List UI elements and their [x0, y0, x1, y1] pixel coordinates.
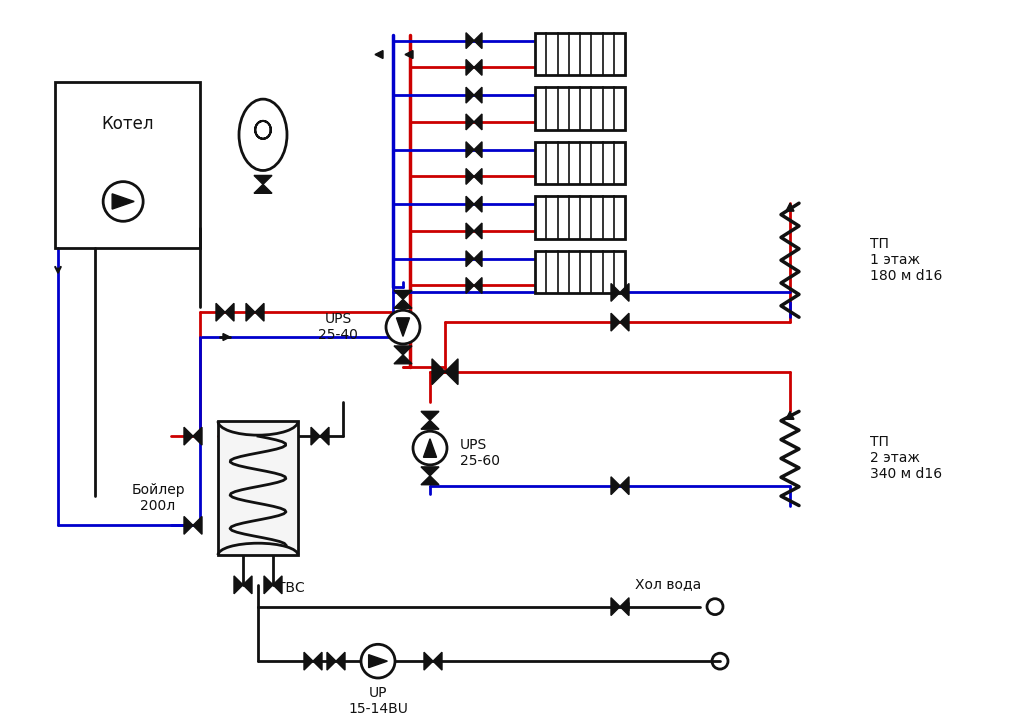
Circle shape	[361, 644, 395, 678]
Polygon shape	[620, 313, 629, 331]
Polygon shape	[264, 576, 273, 594]
Polygon shape	[406, 51, 413, 59]
Text: UPS
25-40: UPS 25-40	[318, 312, 358, 342]
Polygon shape	[466, 251, 474, 267]
Polygon shape	[611, 313, 620, 331]
Polygon shape	[474, 223, 482, 239]
Polygon shape	[466, 114, 474, 130]
Polygon shape	[474, 196, 482, 212]
Polygon shape	[216, 304, 225, 321]
Polygon shape	[421, 420, 439, 429]
Bar	[535, 196, 625, 239]
Polygon shape	[243, 576, 252, 594]
Polygon shape	[327, 652, 336, 670]
Bar	[535, 251, 625, 294]
Polygon shape	[474, 168, 482, 184]
Polygon shape	[311, 427, 319, 445]
Polygon shape	[396, 318, 410, 336]
Polygon shape	[620, 476, 629, 495]
Text: ГВС: ГВС	[278, 581, 306, 595]
Polygon shape	[433, 652, 442, 670]
Polygon shape	[394, 355, 412, 364]
Circle shape	[413, 431, 447, 465]
Text: UP
15-14BU: UP 15-14BU	[348, 686, 408, 716]
Polygon shape	[304, 652, 313, 670]
Polygon shape	[421, 476, 439, 484]
Polygon shape	[424, 439, 436, 458]
Polygon shape	[375, 51, 383, 59]
Polygon shape	[246, 304, 255, 321]
Polygon shape	[474, 114, 482, 130]
Polygon shape	[466, 278, 474, 294]
Bar	[55, 82, 200, 248]
Polygon shape	[254, 184, 272, 193]
Polygon shape	[474, 33, 482, 48]
Text: Котел: Котел	[101, 115, 154, 133]
Polygon shape	[319, 427, 329, 445]
Polygon shape	[273, 576, 282, 594]
Text: ТП
2 этаж
340 м d16: ТП 2 этаж 340 м d16	[870, 435, 942, 481]
Polygon shape	[255, 304, 264, 321]
Text: Хол вода: Хол вода	[635, 577, 701, 591]
Polygon shape	[611, 283, 620, 301]
Polygon shape	[223, 333, 230, 341]
Polygon shape	[466, 196, 474, 212]
Polygon shape	[394, 299, 412, 308]
Polygon shape	[394, 346, 412, 355]
Polygon shape	[184, 516, 193, 534]
Polygon shape	[113, 194, 134, 209]
Polygon shape	[786, 411, 794, 419]
Polygon shape	[421, 467, 439, 476]
Polygon shape	[620, 598, 629, 615]
Bar	[218, 422, 298, 555]
Polygon shape	[611, 476, 620, 495]
Polygon shape	[254, 176, 272, 184]
Polygon shape	[474, 87, 482, 103]
Polygon shape	[474, 142, 482, 158]
Text: Бойлер
200л: Бойлер 200л	[131, 482, 184, 513]
Bar	[535, 33, 625, 75]
Polygon shape	[786, 203, 794, 211]
Polygon shape	[193, 516, 202, 534]
Polygon shape	[474, 59, 482, 75]
Polygon shape	[432, 359, 445, 385]
Polygon shape	[466, 87, 474, 103]
Circle shape	[386, 310, 420, 344]
Polygon shape	[466, 33, 474, 48]
Polygon shape	[313, 652, 322, 670]
Polygon shape	[474, 251, 482, 267]
Polygon shape	[474, 278, 482, 294]
Polygon shape	[369, 654, 387, 667]
Bar	[535, 87, 625, 130]
Polygon shape	[225, 304, 234, 321]
Polygon shape	[394, 291, 412, 299]
Circle shape	[103, 181, 143, 221]
Polygon shape	[466, 59, 474, 75]
Polygon shape	[421, 411, 439, 420]
Polygon shape	[184, 427, 193, 445]
Text: UPS
25-60: UPS 25-60	[460, 438, 500, 468]
Polygon shape	[620, 283, 629, 301]
Polygon shape	[234, 576, 243, 594]
Polygon shape	[466, 223, 474, 239]
Text: ТП
1 этаж
180 м d16: ТП 1 этаж 180 м d16	[870, 236, 942, 283]
Polygon shape	[336, 652, 345, 670]
Polygon shape	[466, 142, 474, 158]
Polygon shape	[193, 427, 202, 445]
Polygon shape	[621, 603, 629, 611]
Polygon shape	[466, 168, 474, 184]
Polygon shape	[611, 598, 620, 615]
Bar	[535, 142, 625, 184]
Polygon shape	[445, 359, 458, 385]
Polygon shape	[424, 652, 433, 670]
